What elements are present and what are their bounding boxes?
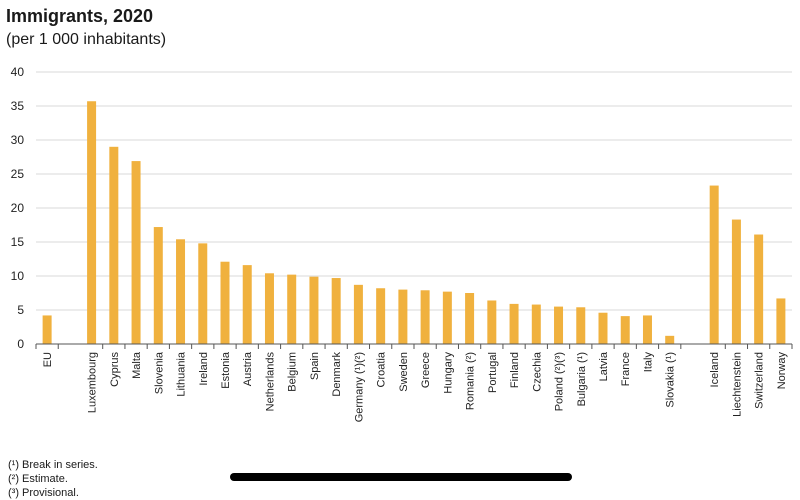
bar-italy [642,315,652,344]
bar-ireland [198,243,208,344]
y-tick-label-5: 5 [17,303,24,317]
chart-subtitle: (per 1 000 inhabitants) [6,31,167,48]
footnote-provisional: (³) Provisional. [8,487,79,499]
bar-norway [776,298,786,344]
y-tick-label-0: 0 [17,337,24,351]
x-tick-label-romania: Romania (²) [465,352,477,410]
x-tick-label-ireland: Ireland [198,352,210,386]
x-tick-label-netherlands: Netherlands [264,352,276,412]
x-tick-label-germany: Germany (¹)(²) [353,352,365,422]
bar-slovenia [153,227,163,344]
bar-czechia [531,304,541,344]
x-tick-label-italy: Italy [642,352,654,373]
bar-eu [42,315,52,344]
x-tick-label-norway: Norway [776,352,788,390]
bar-belgium [287,274,297,344]
x-tick-label-poland: Poland (²)(³) [554,352,566,411]
bar-finland [509,303,519,344]
x-tick-label-iceland: Iceland [709,352,721,387]
bar-lithuania [176,239,186,344]
x-tick-label-finland: Finland [509,352,521,388]
x-tick-label-estonia: Estonia [220,351,232,389]
x-tick-label-cyprus: Cyprus [109,352,121,387]
bar-portugal [487,300,497,344]
bar-iceland [709,185,719,344]
footnotes: (¹) Break in series. (²) Estimate. (³) P… [8,458,98,500]
home-indicator[interactable] [230,473,572,481]
x-tick-label-bulgaria: Bulgaria (¹) [576,352,588,406]
bar-malta [131,161,141,344]
bar-austria [242,265,252,344]
y-tick-label-35: 35 [11,99,25,113]
bar-denmark [331,278,341,344]
footnote-estimate: (²) Estimate. [8,473,68,485]
bar-bulgaria [576,307,586,344]
x-tick-label-slovakia: Slovakia (¹) [665,352,677,408]
x-tick-label-france: France [620,352,632,386]
x-tick-label-denmark: Denmark [331,352,343,397]
y-tick-label-25: 25 [11,167,25,181]
bar-poland [554,306,564,344]
y-tick-label-40: 40 [11,65,25,79]
x-tick-label-lithuania: Lithuania [176,351,188,397]
bar-latvia [598,312,608,344]
bar-hungary [442,291,452,344]
x-tick-label-greece: Greece [420,352,432,388]
x-tick-label-liechtenstein: Liechtenstein [731,352,743,417]
x-tick-label-eu: EU [42,352,54,367]
x-tick-label-sweden: Sweden [398,352,410,392]
y-tick-label-15: 15 [11,235,25,249]
chart-title: Immigrants, 2020 [6,6,154,26]
x-tick-label-luxembourg: Luxembourg [87,352,99,413]
x-tick-label-spain: Spain [309,352,321,380]
x-tick-label-slovenia: Slovenia [153,351,165,394]
bar-netherlands [264,273,274,344]
x-tick-label-latvia: Latvia [598,351,610,381]
bar-france [620,316,630,344]
bar-estonia [220,261,230,344]
bar-croatia [376,288,386,344]
bar-germany [353,284,363,344]
bar-romania [465,293,475,344]
bar-liechtenstein [731,219,741,344]
bar-slovakia [665,335,675,344]
x-tick-label-austria: Austria [242,351,254,386]
bar-cyprus [109,146,119,344]
x-tick-label-malta: Malta [131,351,143,379]
x-tick-label-hungary: Hungary [442,352,454,394]
bar-sweden [398,289,408,344]
bar-switzerland [754,234,764,344]
x-tick-label-croatia: Croatia [376,351,388,387]
y-tick-label-20: 20 [11,201,25,215]
bar-luxembourg [87,101,97,345]
y-tick-label-30: 30 [11,133,25,147]
x-tick-label-czechia: Czechia [531,351,543,392]
x-tick-label-portugal: Portugal [487,352,499,393]
y-tick-label-10: 10 [11,269,25,283]
bar-greece [420,290,430,344]
bar-spain [309,276,319,344]
footnote-break-in-series: (¹) Break in series. [8,459,98,471]
x-tick-label-switzerland: Switzerland [754,352,766,409]
x-tick-label-belgium: Belgium [287,352,299,392]
